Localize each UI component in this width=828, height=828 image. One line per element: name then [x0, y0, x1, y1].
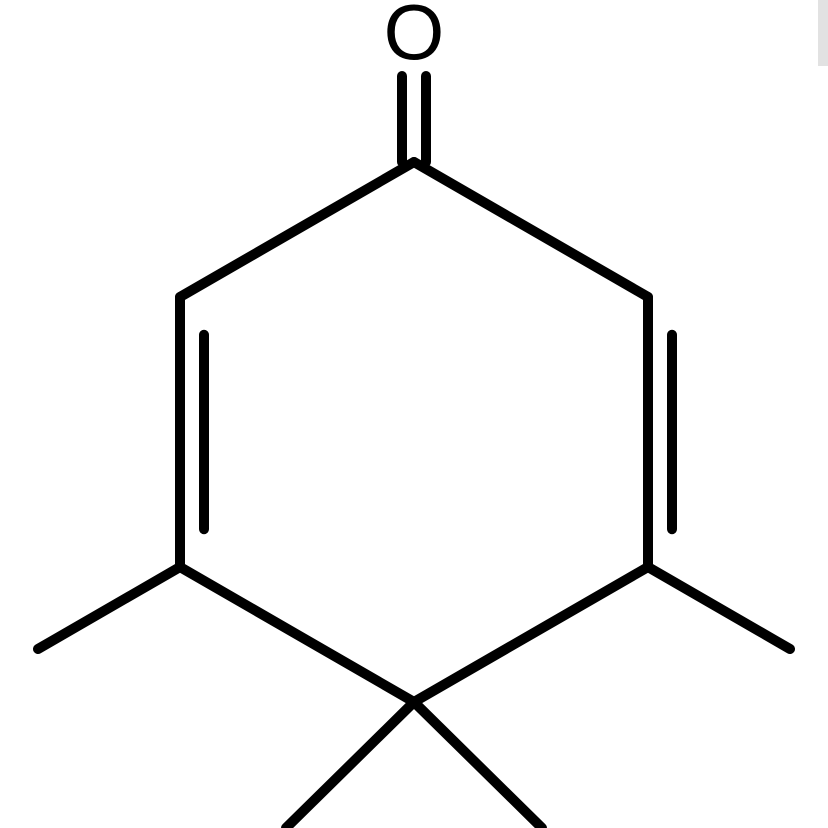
chemical-structure: O [0, 0, 828, 828]
right-edge-bar [818, 0, 828, 66]
molecule-svg [0, 0, 828, 828]
atom-label-o1: O [384, 0, 445, 71]
